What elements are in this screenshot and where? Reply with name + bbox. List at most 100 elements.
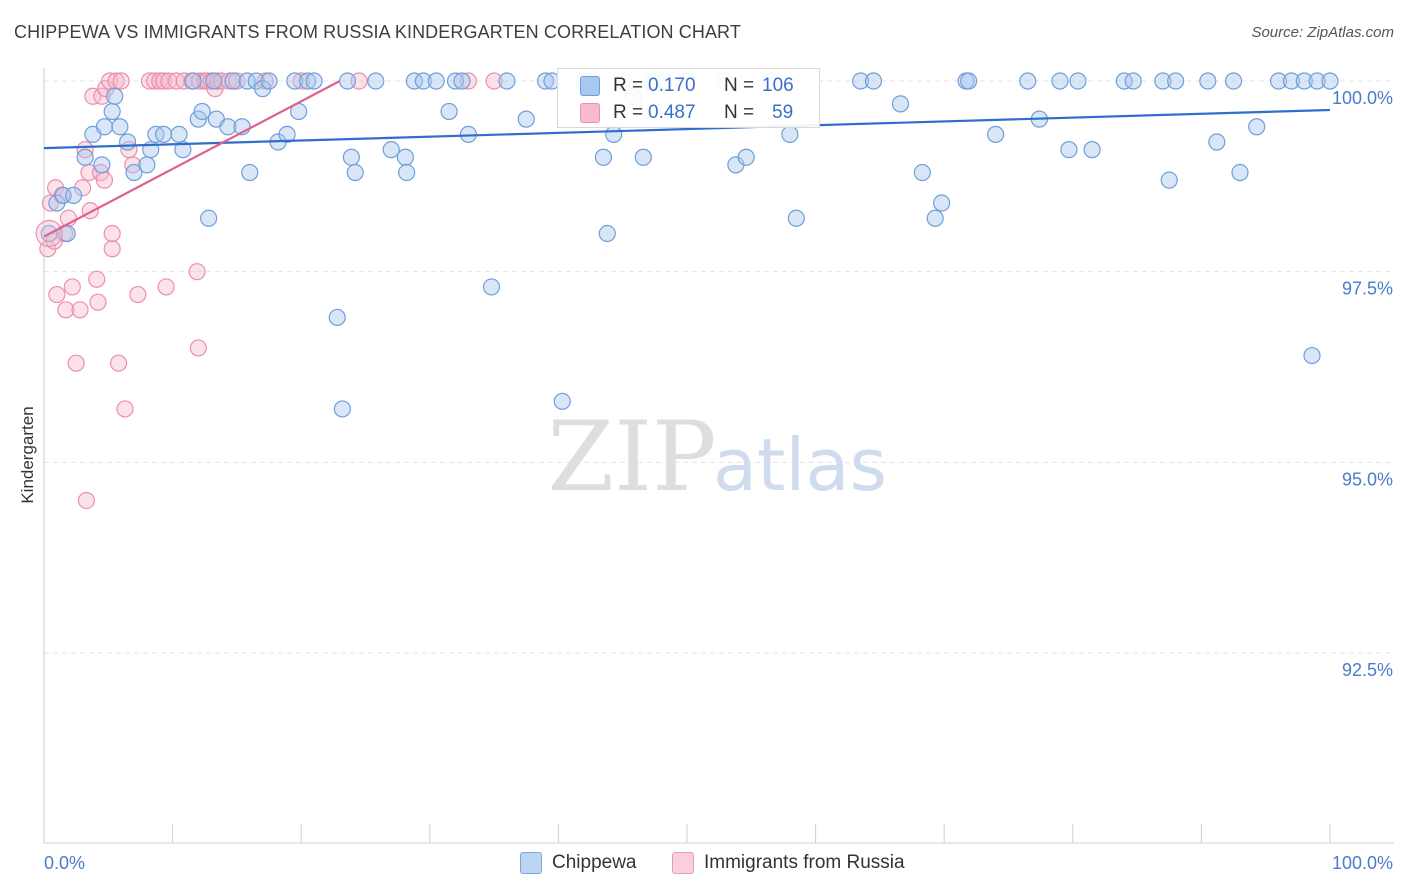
stats-n-label: N = (724, 75, 755, 96)
point-chippewa-103 (1248, 118, 1266, 136)
stats-legend: R = 0.170 N = 106 R = 0.487 N = 59 (557, 68, 820, 128)
point-russia-29 (116, 400, 134, 418)
stats-r-value: 0.487 (648, 102, 696, 123)
point-chippewa-77 (781, 125, 799, 143)
point-russia-18 (89, 293, 107, 311)
point-chippewa-14 (138, 156, 156, 174)
point-chippewa-109 (1321, 72, 1339, 90)
point-chippewa-52 (440, 102, 458, 121)
source-label: Source: ZipAtlas.com (1251, 24, 1394, 41)
point-chippewa-79 (852, 72, 870, 90)
point-russia-35 (151, 72, 169, 90)
point-chippewa-58 (517, 110, 535, 128)
point-chippewa-98 (1167, 72, 1185, 90)
point-chippewa-96 (1154, 72, 1172, 90)
legend-item-chippewa[interactable]: Chippewa (520, 852, 637, 874)
point-russia-24 (103, 240, 121, 258)
point-russia-27 (109, 354, 128, 372)
point-russia-42 (188, 263, 206, 281)
stats-r-label: R = (613, 102, 644, 123)
point-chippewa-29 (238, 72, 256, 90)
point-chippewa-84 (933, 194, 951, 212)
point-chippewa-30 (241, 163, 259, 182)
point-russia-28 (112, 72, 130, 90)
watermark-zip: ZIP (547, 401, 716, 513)
point-chippewa-9 (103, 102, 121, 121)
point-chippewa-45 (367, 72, 385, 90)
point-russia-36 (154, 72, 173, 90)
legend-item-russia[interactable]: Immigrants from Russia (672, 852, 905, 874)
stats-swatch-pink (580, 103, 600, 123)
point-russia-56 (459, 72, 477, 90)
point-chippewa-82 (913, 163, 931, 182)
legend-label-chippewa: Chippewa (552, 852, 637, 873)
point-russia-32 (129, 285, 147, 304)
point-chippewa-38 (299, 72, 317, 90)
stats-r-value: 0.170 (648, 75, 696, 96)
point-chippewa-17 (154, 125, 173, 143)
point-chippewa-51 (427, 72, 445, 90)
point-chippewa-56 (482, 278, 501, 296)
point-chippewa-7 (93, 156, 111, 174)
point-chippewa-59 (536, 72, 555, 90)
point-chippewa-20 (184, 72, 202, 90)
point-chippewa-87 (987, 125, 1005, 143)
point-chippewa-49 (405, 72, 423, 90)
point-russia-37 (157, 278, 175, 296)
watermark: ZIP atlas (547, 401, 887, 513)
point-chippewa-91 (1060, 141, 1078, 159)
point-chippewa-81 (891, 95, 910, 113)
trendline-chippewa (43, 108, 1331, 150)
point-chippewa-102 (1231, 163, 1249, 182)
x-tick-label-start: 0.0% (44, 853, 85, 873)
point-chippewa-57 (498, 72, 516, 90)
point-chippewa-80 (864, 72, 883, 90)
y-tick-label: 92.5% (1342, 660, 1393, 680)
point-russia-7 (57, 301, 75, 319)
point-chippewa-36 (286, 72, 304, 90)
point-chippewa-35 (278, 125, 296, 143)
point-chippewa-107 (1308, 72, 1326, 90)
trendlines-layer (43, 80, 1331, 238)
point-russia-26 (107, 72, 125, 90)
point-chippewa-39 (305, 72, 323, 90)
point-chippewa-61 (553, 392, 571, 410)
grid-layer (44, 80, 1394, 654)
point-russia-9 (63, 278, 81, 296)
y-tick-label: 95.0% (1342, 469, 1393, 489)
stats-r-label: R = (613, 75, 644, 96)
point-chippewa-93 (1083, 141, 1101, 159)
stats-n-value: 59 (772, 102, 794, 123)
point-russia-34 (145, 72, 164, 90)
point-russia-21 (95, 171, 114, 189)
point-chippewa-12 (118, 133, 137, 151)
point-chippewa-22 (193, 102, 211, 121)
point-chippewa-66 (605, 125, 623, 143)
legend-swatch-blue (520, 852, 542, 874)
point-chippewa-83 (926, 209, 944, 227)
point-chippewa-41 (333, 400, 351, 418)
point-chippewa-97 (1160, 171, 1178, 189)
point-chippewa-86 (960, 72, 978, 90)
point-russia-57 (485, 72, 503, 90)
point-chippewa-69 (634, 148, 652, 166)
point-chippewa-95 (1124, 72, 1142, 90)
stats-n-label: N = (724, 102, 755, 123)
legend-label-russia: Immigrants from Russia (704, 852, 905, 873)
legend-swatch-pink (672, 852, 694, 874)
point-russia-25 (103, 224, 121, 243)
point-chippewa-108 (1303, 346, 1321, 365)
trendline-russia (43, 80, 341, 238)
chart-title: CHIPPEWA VS IMMIGRANTS FROM RUSSIA KINDE… (14, 22, 741, 42)
y-tick-label: 100.0% (1332, 88, 1393, 108)
point-chippewa-92 (1069, 72, 1087, 90)
point-chippewa-4 (64, 186, 83, 204)
point-chippewa-64 (594, 148, 613, 166)
point-chippewa-48 (398, 163, 416, 182)
point-chippewa-43 (342, 148, 360, 166)
point-chippewa-54 (453, 72, 471, 90)
point-chippewa-23 (200, 209, 218, 227)
tick-labels-layer: 92.5% 95.0% 97.5% 100.0% 0.0% 100.0% (44, 88, 1393, 873)
point-chippewa-88 (1019, 72, 1037, 90)
